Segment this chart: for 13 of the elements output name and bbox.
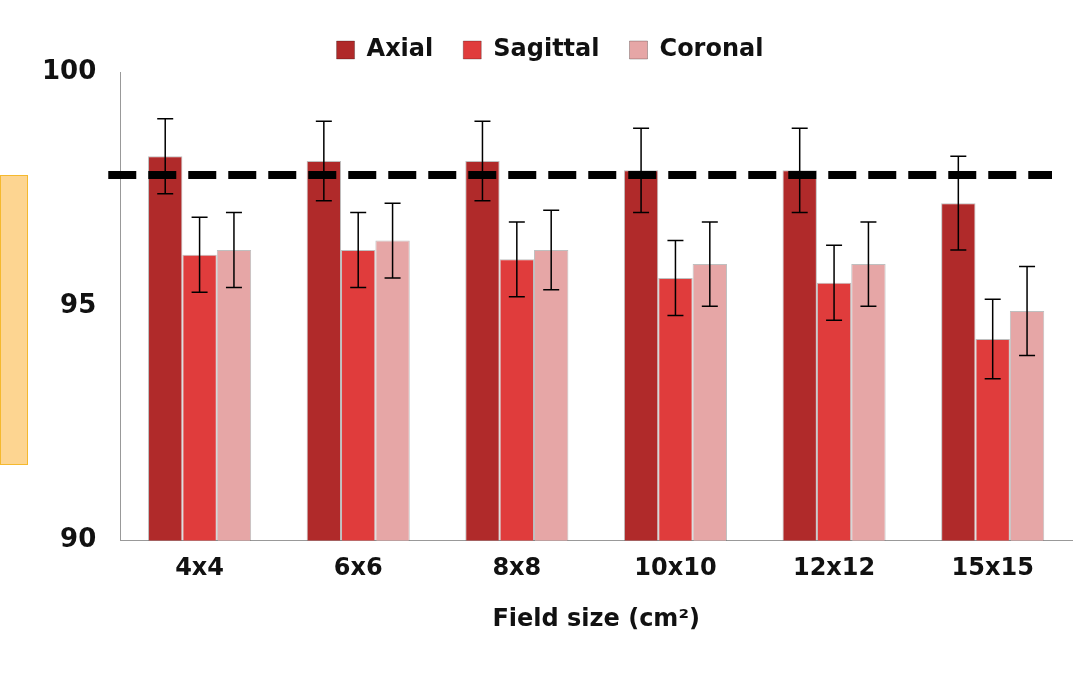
x-tick-label: 15x15 — [951, 553, 1034, 582]
legend-label: Axial — [366, 34, 434, 63]
y-tick-label: 100 — [41, 54, 97, 85]
x-tick-label: 6x6 — [333, 553, 383, 582]
x-tick-label: 8x8 — [492, 553, 542, 582]
x-tick-label: 10x10 — [634, 553, 717, 582]
x-axis-title: Field size (cm²) — [492, 603, 700, 632]
x-tick-label: 4x4 — [175, 553, 225, 582]
y-tick-label: 95 — [60, 288, 97, 319]
y-tick-label: 90 — [60, 523, 97, 554]
legend-label: Sagittal — [493, 34, 600, 63]
x-tick-label: 12x12 — [792, 553, 876, 582]
legend-label: Coronal — [659, 34, 764, 63]
